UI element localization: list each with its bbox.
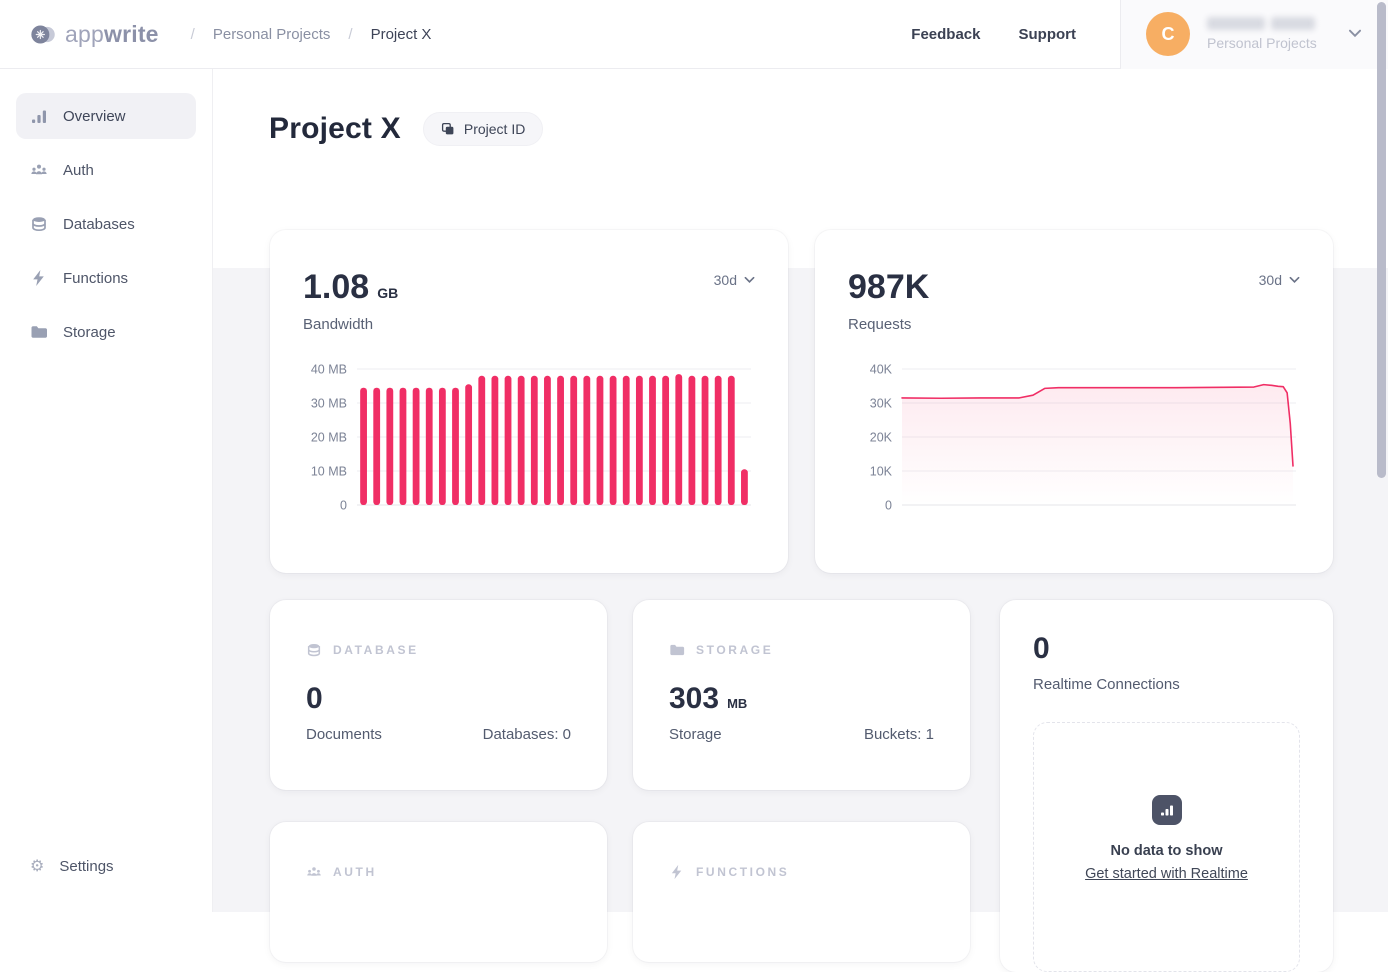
chevron-down-icon	[744, 276, 755, 284]
realtime-card: 0 Realtime Connections No data to show G…	[1000, 600, 1333, 972]
database-category-label: DATABASE	[333, 643, 419, 657]
bandwidth-unit: GB	[377, 285, 398, 301]
bandwidth-chart: 40 MB 30 MB 20 MB 10 MB 0	[303, 357, 755, 517]
breadcrumb-project-x[interactable]: Project X	[371, 26, 432, 43]
people-icon	[30, 161, 48, 179]
avatar: C	[1146, 12, 1190, 56]
sidebar-item-settings[interactable]: ⚙ Settings	[16, 846, 196, 886]
functions-category-label: FUNCTIONS	[696, 865, 789, 879]
breadcrumb-separator: /	[348, 26, 352, 43]
bandwidth-card: 1.08 GB 30d Bandwidth 40 MB 30 MB 20 MB 10 …	[270, 230, 788, 573]
project-id-label: Project ID	[464, 121, 525, 137]
realtime-empty-state: No data to show Get started with Realtim…	[1033, 722, 1300, 972]
folder-icon	[30, 323, 48, 341]
no-data-text: No data to show	[1111, 843, 1223, 859]
svg-text:30 MB: 30 MB	[311, 397, 347, 411]
sidebar-item-label: Overview	[63, 108, 126, 125]
bandwidth-chart-box: 40 MB 30 MB 20 MB 10 MB 0	[303, 357, 755, 517]
gear-icon: ⚙	[30, 858, 44, 874]
requests-label: Requests	[848, 316, 1300, 333]
requests-chart-box: 40K 30K 20K 10K 0	[848, 357, 1300, 517]
svg-text:10K: 10K	[870, 465, 893, 479]
realtime-connections-label: Realtime Connections	[1033, 676, 1300, 693]
sidebar: Overview Auth Databases Functions Storag…	[0, 69, 213, 912]
account-org-label: Personal Projects	[1207, 35, 1317, 51]
sidebar-item-label: Storage	[63, 324, 116, 341]
copy-icon	[441, 122, 455, 136]
breadcrumb-separator: /	[191, 26, 195, 43]
feedback-link[interactable]: Feedback	[911, 26, 980, 43]
auth-category-label: AUTH	[333, 865, 377, 879]
buckets-count-label: Buckets: 1	[864, 726, 934, 743]
storage-value: 303	[669, 682, 719, 716]
bandwidth-range-dropdown[interactable]: 30d	[714, 272, 755, 288]
svg-text:40K: 40K	[870, 363, 893, 377]
sidebar-item-label: Settings	[59, 858, 113, 875]
support-link[interactable]: Support	[1019, 26, 1077, 43]
functions-card[interactable]: FUNCTIONS	[633, 822, 970, 962]
documents-label: Documents	[306, 726, 382, 743]
appwrite-logo-icon	[30, 21, 57, 48]
sidebar-item-label: Functions	[63, 270, 128, 287]
svg-text:20K: 20K	[870, 431, 893, 445]
svg-text:40 MB: 40 MB	[311, 363, 347, 377]
lightning-icon	[669, 864, 685, 880]
page-header: Project X Project ID	[269, 112, 543, 146]
storage-card[interactable]: STORAGE 303 MB Storage Buckets: 1	[633, 600, 970, 790]
account-name-redacted	[1207, 17, 1317, 30]
page-title: Project X	[269, 112, 401, 146]
svg-text:20 MB: 20 MB	[311, 431, 347, 445]
people-icon	[306, 864, 322, 880]
svg-text:10 MB: 10 MB	[311, 465, 347, 479]
sidebar-item-overview[interactable]: Overview	[16, 93, 196, 139]
bar-chart-icon	[30, 107, 48, 125]
get-started-realtime-link[interactable]: Get started with Realtime	[1085, 866, 1248, 882]
documents-count: 0	[306, 682, 323, 716]
bandwidth-value: 1.08	[303, 268, 369, 307]
bandwidth-label: Bandwidth	[303, 316, 755, 333]
appwrite-wordmark: appwrite	[65, 21, 159, 48]
top-bar: appwrite / Personal Projects / Project X…	[0, 0, 1388, 69]
database-icon	[306, 642, 322, 658]
scrollbar-thumb[interactable]	[1377, 2, 1386, 478]
chart-placeholder-icon	[1152, 795, 1182, 825]
breadcrumb-personal-projects[interactable]: Personal Projects	[213, 26, 331, 43]
database-icon	[30, 215, 48, 233]
folder-icon	[669, 642, 685, 658]
sidebar-item-label: Auth	[63, 162, 94, 179]
storage-unit: MB	[727, 696, 747, 711]
lightning-icon	[30, 269, 48, 287]
realtime-connections-count: 0	[1033, 632, 1300, 666]
sidebar-item-databases[interactable]: Databases	[16, 201, 196, 247]
project-id-button[interactable]: Project ID	[423, 112, 543, 146]
breadcrumb: / Personal Projects / Project X	[191, 26, 432, 43]
databases-count-label: Databases: 0	[483, 726, 571, 743]
chevron-down-icon	[1348, 25, 1362, 43]
svg-text:0: 0	[885, 499, 892, 513]
sidebar-item-storage[interactable]: Storage	[16, 309, 196, 355]
database-card[interactable]: DATABASE 0 Documents Databases: 0	[270, 600, 607, 790]
storage-label: Storage	[669, 726, 722, 743]
requests-value: 987K	[848, 268, 929, 307]
svg-text:0: 0	[340, 499, 347, 513]
top-nav: Feedback Support	[911, 26, 1076, 43]
account-info: Personal Projects	[1207, 17, 1317, 51]
svg-text:30K: 30K	[870, 397, 893, 411]
sidebar-item-label: Databases	[63, 216, 135, 233]
requests-range-dropdown[interactable]: 30d	[1259, 272, 1300, 288]
requests-card: 987K 30d Requests 40K 30K 20K 10K 0	[815, 230, 1333, 573]
requests-chart: 40K 30K 20K 10K 0	[848, 357, 1300, 517]
auth-card[interactable]: AUTH	[270, 822, 607, 962]
appwrite-logo[interactable]: appwrite	[30, 21, 159, 48]
chevron-down-icon	[1289, 276, 1300, 284]
storage-category-label: STORAGE	[696, 643, 773, 657]
account-menu[interactable]: C Personal Projects	[1120, 0, 1388, 69]
sidebar-item-auth[interactable]: Auth	[16, 147, 196, 193]
sidebar-item-functions[interactable]: Functions	[16, 255, 196, 301]
